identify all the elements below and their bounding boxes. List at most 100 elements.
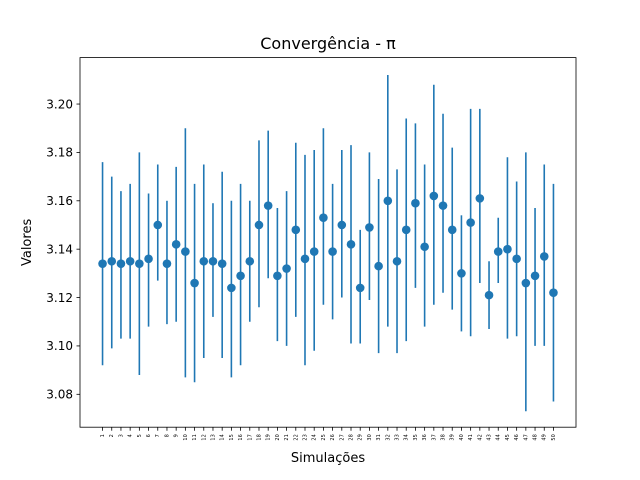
x-tick-label: 15 xyxy=(229,434,235,440)
x-tick-label: 7 xyxy=(155,434,161,437)
x-tick-label: 16 xyxy=(238,434,244,440)
x-tick-label: 35 xyxy=(413,434,419,440)
x-tick-label: 4 xyxy=(128,434,134,437)
x-tick-label: 46 xyxy=(514,434,520,440)
x-tick-label: 18 xyxy=(256,434,262,440)
x-tick-label: 50 xyxy=(551,434,557,440)
x-tick-label: 23 xyxy=(302,434,308,440)
data-point xyxy=(521,278,531,288)
x-axis: 1 2 3 4 5 6 7 8 9 10 11 12 13 14 15 16 17 18 19 20 21 22 23 24 2… xyxy=(100,427,557,441)
data-point xyxy=(254,220,264,230)
data-point xyxy=(309,247,319,256)
x-tick-label: 26 xyxy=(330,434,336,440)
x-tick-label: 6 xyxy=(146,434,152,437)
x-tick-label: 12 xyxy=(201,434,207,440)
y-tick-label: 3.20 xyxy=(46,97,73,111)
x-tick-label: 48 xyxy=(533,434,539,440)
plot-area xyxy=(98,75,558,412)
data-point xyxy=(530,271,540,281)
x-tick-label: 1 xyxy=(100,434,106,437)
x-tick-label: 42 xyxy=(477,434,483,440)
x-tick-label: 49 xyxy=(542,434,548,440)
data-point xyxy=(245,256,255,266)
x-tick-label: 44 xyxy=(496,434,502,440)
data-point xyxy=(171,240,181,249)
x-tick-label: 8 xyxy=(164,434,170,437)
data-point xyxy=(457,269,466,278)
data-point xyxy=(199,256,209,266)
x-tick-label: 5 xyxy=(137,434,143,437)
data-point xyxy=(300,254,310,264)
x-tick-label: 34 xyxy=(404,434,410,440)
x-tick-label: 11 xyxy=(192,434,198,440)
x-tick-label: 27 xyxy=(339,434,345,440)
x-tick-label: 29 xyxy=(358,434,364,440)
data-point xyxy=(493,247,503,256)
data-point xyxy=(475,194,485,203)
data-point xyxy=(125,256,135,266)
data-point xyxy=(365,223,374,232)
y-axis-label: Valores xyxy=(20,219,35,266)
data-point xyxy=(420,242,429,252)
data-point xyxy=(181,247,190,256)
x-tick-label: 36 xyxy=(422,434,428,440)
data-point xyxy=(291,225,301,235)
y-tick-label: 3.12 xyxy=(46,291,73,305)
y-tick-label: 3.08 xyxy=(46,388,73,402)
y-tick-label: 3.18 xyxy=(46,146,73,160)
data-point xyxy=(162,259,172,268)
data-point xyxy=(484,290,494,300)
data-point xyxy=(116,259,126,268)
data-point xyxy=(273,271,282,281)
data-point xyxy=(337,220,347,230)
axes-frame xyxy=(79,57,577,428)
x-tick-label: 2 xyxy=(109,434,115,437)
data-point xyxy=(263,201,273,210)
x-tick-label: 20 xyxy=(275,434,281,440)
x-tick-label: 31 xyxy=(376,434,382,440)
y-tick-label: 3.10 xyxy=(46,339,73,353)
x-tick-label: 47 xyxy=(523,434,529,440)
data-point xyxy=(447,225,457,235)
x-tick-label: 13 xyxy=(210,434,216,440)
x-tick-label: 25 xyxy=(321,434,327,440)
data-point xyxy=(328,247,337,256)
data-point xyxy=(217,259,227,268)
x-tick-label: 30 xyxy=(367,434,373,440)
x-tick-label: 40 xyxy=(459,434,465,440)
x-tick-label: 24 xyxy=(312,434,318,440)
x-tick-label: 39 xyxy=(450,434,456,440)
x-tick-label: 9 xyxy=(174,434,180,437)
x-tick-label: 21 xyxy=(284,434,290,440)
data-point xyxy=(429,191,439,201)
data-point xyxy=(466,218,475,227)
data-point xyxy=(208,256,218,266)
data-point xyxy=(539,252,549,261)
data-point xyxy=(512,254,521,264)
data-point xyxy=(392,256,402,266)
y-axis: 3.08 3.10 3.12 3.14 3.16 3.18 3.20 xyxy=(46,97,80,402)
x-tick-label: 28 xyxy=(349,434,355,440)
data-point xyxy=(144,254,153,264)
x-tick-label: 19 xyxy=(266,434,272,440)
data-point xyxy=(236,271,245,281)
x-tick-label: 41 xyxy=(468,434,474,440)
data-point xyxy=(135,259,144,268)
data-point xyxy=(503,244,512,254)
x-tick-label: 45 xyxy=(505,434,511,440)
data-point xyxy=(282,264,291,273)
data-point xyxy=(374,261,383,271)
data-point xyxy=(438,201,448,210)
x-tick-label: 22 xyxy=(293,434,299,440)
data-point xyxy=(319,213,328,223)
data-point xyxy=(107,256,117,266)
data-point xyxy=(383,196,393,206)
x-tick-label: 14 xyxy=(220,434,226,440)
x-axis-label: Simulações xyxy=(291,451,365,466)
data-point xyxy=(401,225,411,235)
x-tick-label: 38 xyxy=(441,434,447,440)
x-tick-label: 32 xyxy=(385,434,391,440)
chart-title: Convergência - π xyxy=(260,34,396,53)
